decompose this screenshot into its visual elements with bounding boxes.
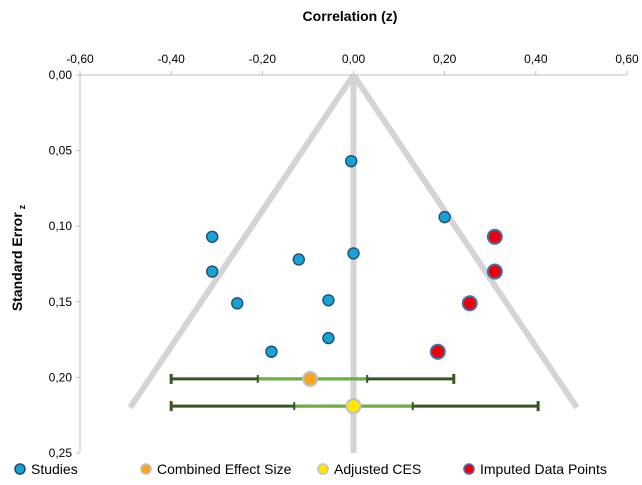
data-point — [345, 398, 362, 415]
funnel-lines — [127, 73, 580, 453]
x-tick-label: -0,40 — [157, 52, 185, 66]
data-point — [347, 247, 360, 260]
data-point — [205, 265, 219, 278]
data-point — [231, 297, 244, 310]
data-point — [205, 230, 219, 243]
axes — [76, 71, 628, 454]
x-tick-label: 0,00 — [342, 52, 366, 66]
y-tick-label: 0,05 — [49, 144, 73, 158]
funnel-right-line — [351, 73, 580, 410]
data-point — [292, 253, 305, 266]
data-point — [322, 294, 335, 307]
legend-label: Adjusted CES — [334, 461, 421, 477]
x-tick-label: 0,40 — [524, 52, 548, 66]
y-axis-title: Standard Errorz — [9, 204, 27, 311]
x-tick-label: -0,20 — [249, 52, 277, 66]
data-point — [265, 345, 278, 358]
data-point — [322, 331, 335, 345]
legend-label: Combined Effect Size — [157, 461, 292, 477]
legend: Studies Combined Effect Size Adjusted CES I… — [14, 461, 607, 477]
x-tick-labels: -0,60 -0,40 -0,20 0,00 0,20 0,40 0,60 — [66, 52, 639, 66]
y-tick-label: 0,25 — [49, 446, 73, 460]
data-point — [429, 343, 446, 360]
data-point — [486, 228, 503, 245]
x-tick-label: -0,60 — [66, 52, 94, 66]
x-axis-title: Correlation (z) — [303, 8, 398, 24]
y-tick-label: 0,15 — [49, 295, 73, 309]
data-point — [486, 263, 503, 280]
legend-marker — [463, 463, 475, 475]
data-point — [302, 370, 319, 387]
y-tick-label: 0,00 — [49, 68, 73, 82]
legend-label: Imputed Data Points — [480, 461, 607, 477]
x-tick-label: 0,60 — [615, 52, 639, 66]
data-point — [438, 210, 451, 224]
x-tick-label: 0,20 — [433, 52, 457, 66]
y-tick-label: 0,10 — [49, 219, 73, 233]
data-points — [205, 154, 503, 415]
legend-marker — [317, 463, 329, 475]
legend-marker — [14, 463, 26, 475]
data-point — [461, 295, 478, 312]
y-tick-label: 0,20 — [49, 370, 73, 384]
funnel-left-line — [127, 73, 356, 410]
data-point — [345, 154, 358, 168]
legend-label: Studies — [31, 461, 78, 477]
y-tick-labels: 0,00 0,05 0,10 0,15 0,20 0,25 — [49, 68, 73, 460]
legend-marker — [140, 463, 152, 475]
